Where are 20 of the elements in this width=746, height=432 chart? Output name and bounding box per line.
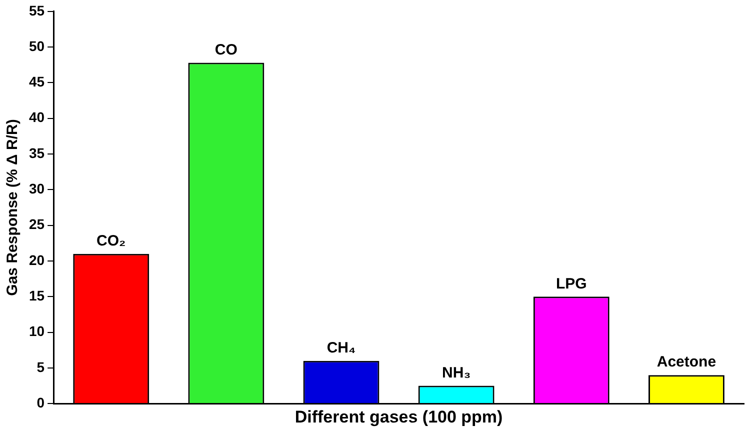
y-tick-label: 40	[28, 109, 45, 126]
x-tick-label: NH₃	[442, 364, 471, 382]
x-tick-label: CO	[214, 41, 238, 58]
y-tick-label: 35	[28, 144, 45, 161]
y-tick-label: 45	[28, 74, 45, 90]
y-tick-label: 15	[28, 287, 45, 304]
y-axis-title: Gas Response (% Δ R/R)	[4, 119, 22, 296]
x-tick-label: Acetone	[656, 354, 716, 371]
x-tick-label: CO₂	[96, 232, 126, 250]
y-tick-label: 55	[28, 2, 45, 18]
y-tick-label: 10	[28, 323, 45, 340]
y-tick-label: 5	[36, 358, 45, 375]
x-tick-label: CH₄	[326, 339, 356, 356]
y-tick-label: 20	[28, 252, 45, 268]
y-tick-label: 50	[28, 38, 45, 54]
x-axis-title: Different gases (100 ppm)	[294, 407, 503, 426]
x-tick-label: LPG	[556, 275, 587, 292]
y-tick-label: 25	[28, 216, 45, 232]
y-tick-label: 0	[36, 394, 45, 410]
y-tick-label: 30	[28, 180, 45, 197]
